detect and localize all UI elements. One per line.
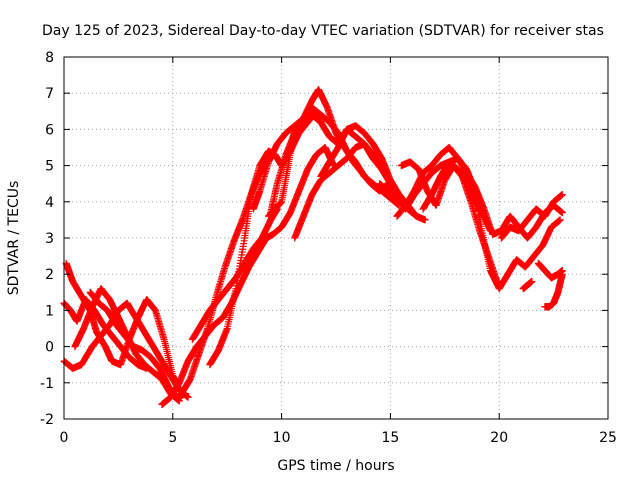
y-tick-label: 0: [45, 340, 54, 356]
x-axis-label: GPS time / hours: [277, 458, 394, 474]
series-trace-20: [519, 277, 536, 293]
x-tick-label: 10: [273, 430, 291, 446]
data-points: [60, 86, 566, 409]
y-tick-label: 6: [45, 122, 54, 138]
x-tick-label: 15: [381, 430, 399, 446]
x-tick-label: 0: [60, 430, 69, 446]
series-trace-5: [71, 285, 183, 405]
x-tick-label: 5: [168, 430, 177, 446]
x-tick-label: 20: [490, 430, 508, 446]
data-point: [175, 397, 183, 405]
x-axis-ticks: 0 5 10 15 20 25: [60, 57, 617, 446]
y-tick-label: -1: [40, 376, 54, 392]
series-trace-8: [188, 205, 281, 343]
series-trace-6: [158, 144, 338, 409]
x-tick-label: 25: [599, 430, 617, 446]
y-tick-label: 1: [45, 303, 54, 319]
series-trace-13: [291, 140, 429, 242]
chart-title: Day 125 of 2023, Sidereal Day-to-day VTE…: [42, 23, 604, 39]
y-axis-label: SDTVAR / TECUs: [6, 181, 22, 296]
y-tick-label: 5: [45, 159, 54, 175]
y-tick-label: 7: [45, 86, 54, 102]
y-tick-label: 8: [45, 50, 54, 66]
y-tick-label: 2: [45, 267, 54, 283]
y-tick-label: 3: [45, 231, 54, 247]
y-tick-label: -2: [40, 412, 54, 428]
y-tick-label: 4: [45, 195, 54, 211]
